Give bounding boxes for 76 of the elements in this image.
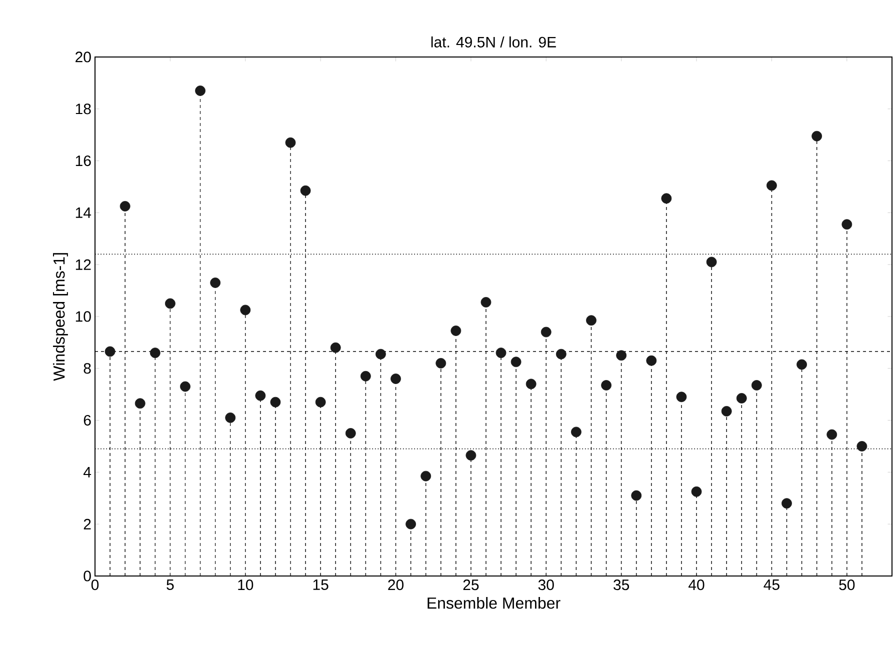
y-tick-label: 14 — [76, 208, 92, 218]
y-tick-label: 16 — [76, 155, 91, 166]
point — [360, 370, 371, 382]
point — [270, 396, 281, 408]
y-tick-label: 12 — [76, 259, 91, 270]
point — [120, 201, 130, 212]
point — [164, 298, 176, 309]
point — [180, 381, 190, 392]
x-tick-label: 25 — [463, 580, 479, 590]
point — [450, 326, 462, 336]
y-axis-title: Windspeed [ms-1] — [53, 253, 68, 381]
y-tick-label: 10 — [76, 311, 91, 322]
point — [796, 359, 807, 370]
point — [842, 219, 852, 230]
y-tick-label: 20 — [76, 52, 91, 62]
point — [390, 374, 401, 384]
point — [225, 412, 236, 423]
point — [420, 470, 432, 482]
y-tick-label: 4 — [83, 467, 92, 478]
point — [556, 348, 566, 360]
point — [496, 348, 506, 358]
point — [826, 429, 838, 440]
point — [721, 406, 732, 416]
point — [706, 256, 717, 268]
point — [616, 350, 627, 361]
point — [586, 315, 596, 326]
point — [480, 297, 492, 308]
point — [285, 137, 296, 148]
x-tick-label: 50 — [839, 580, 855, 590]
point — [782, 498, 792, 509]
y-tick-label: 6 — [84, 414, 91, 426]
point — [240, 304, 251, 316]
x-tick-label: 30 — [538, 580, 554, 590]
point — [406, 518, 416, 530]
point — [601, 380, 612, 390]
point — [526, 378, 536, 390]
point — [691, 486, 702, 497]
x-tick-label: 40 — [688, 580, 704, 590]
point — [812, 130, 822, 142]
point — [330, 342, 341, 353]
point — [736, 393, 747, 404]
x-tick-label: 20 — [388, 580, 404, 590]
point — [751, 380, 762, 390]
point — [856, 441, 868, 452]
y-tick-label: 8 — [84, 363, 91, 374]
point — [255, 390, 266, 401]
point — [315, 396, 326, 408]
x-tick-label: 0 — [91, 580, 99, 590]
y-tick-label: 0 — [84, 570, 91, 582]
point — [540, 326, 552, 338]
point — [345, 428, 356, 438]
point — [150, 348, 160, 358]
point — [300, 185, 311, 196]
point — [571, 426, 582, 438]
point — [436, 358, 446, 368]
point — [466, 450, 476, 461]
point — [661, 193, 672, 204]
point — [676, 392, 687, 402]
x-tick-label: 5 — [166, 580, 174, 590]
y-tick-label: 18 — [76, 104, 91, 114]
x-tick-label: 45 — [764, 580, 780, 590]
point — [510, 356, 522, 368]
chart-title: lat. 49.5N / lon. 9E — [431, 36, 556, 48]
point — [134, 398, 146, 409]
point — [210, 278, 221, 288]
point — [104, 346, 116, 357]
x-tick-label: 35 — [614, 580, 630, 590]
x-tick-label: 15 — [313, 580, 328, 590]
point — [646, 355, 657, 366]
point — [631, 490, 642, 501]
y-tick-label: 2 — [84, 518, 91, 530]
point — [376, 348, 386, 360]
point — [195, 86, 206, 96]
x-axis-title: Ensemble Member — [428, 597, 560, 609]
x-tick-label: 10 — [238, 580, 254, 590]
point — [766, 180, 777, 191]
